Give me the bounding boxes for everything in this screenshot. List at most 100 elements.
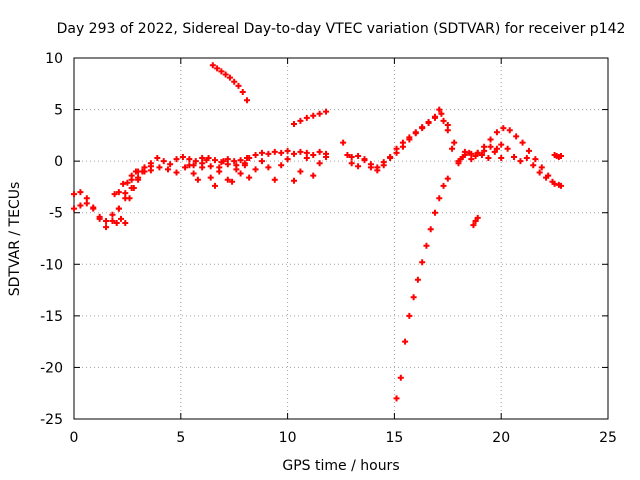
plot-frame (73, 57, 609, 420)
data-point (402, 338, 409, 345)
data-point (237, 157, 244, 164)
data-point (493, 129, 500, 136)
x-tick-label: 10 (279, 430, 297, 446)
data-series (186, 157, 248, 189)
data-point (361, 157, 368, 164)
data-series (470, 214, 481, 229)
data-point (316, 148, 323, 155)
data-point (203, 157, 210, 164)
x-tick-label: 0 (70, 430, 79, 446)
data-point (525, 147, 532, 154)
data-point (252, 151, 259, 158)
data-point (519, 139, 526, 146)
data-point (83, 200, 90, 207)
data-point (425, 119, 432, 126)
data-point (523, 155, 530, 162)
data-point (310, 172, 317, 179)
data-point (419, 259, 426, 266)
data-point (109, 211, 116, 218)
data-point (498, 141, 505, 148)
data-point (122, 190, 129, 197)
data-point (543, 174, 550, 181)
data-point (71, 205, 77, 212)
data-point (511, 154, 518, 161)
data-point (459, 154, 466, 161)
y-tick-label: 5 (54, 103, 63, 119)
data-point (436, 106, 443, 113)
data-point (406, 136, 413, 143)
data-point (173, 156, 180, 163)
data-point (235, 82, 242, 89)
data-point (199, 164, 206, 171)
data-point (173, 169, 180, 176)
data-point (498, 155, 505, 162)
data-point (164, 166, 171, 173)
y-tick-label: 0 (54, 154, 63, 170)
data-series (291, 108, 330, 128)
data-point (538, 164, 545, 171)
data-point (310, 151, 317, 158)
data-point (438, 110, 445, 117)
data-point (186, 156, 193, 163)
data-point (440, 117, 447, 124)
data-point (220, 158, 227, 165)
data-point (103, 224, 110, 231)
data-point (380, 159, 387, 166)
data-point (278, 162, 285, 169)
data-points (71, 62, 565, 402)
data-point (419, 125, 426, 132)
data-point (224, 161, 231, 168)
data-point (209, 62, 216, 69)
grid-lines (74, 58, 608, 419)
data-point (147, 167, 154, 174)
data-point (109, 217, 116, 224)
data-point (135, 174, 142, 181)
data-point (233, 166, 240, 173)
data-series (551, 151, 565, 161)
y-tick-labels: -25 -20 -15 -10 -5 0 5 10 (40, 51, 63, 428)
data-point (160, 158, 167, 165)
data-point (555, 181, 562, 188)
chart-title: Day 293 of 2022, Sidereal Day-to-day VTE… (57, 21, 626, 37)
data-point (252, 166, 259, 173)
data-point (344, 151, 351, 158)
data-point (303, 114, 310, 121)
data-point (186, 162, 193, 169)
data-point (214, 65, 221, 72)
data-point (500, 125, 507, 132)
data-point (414, 276, 421, 283)
data-point (126, 195, 133, 202)
data-point (192, 158, 199, 165)
data-point (284, 156, 291, 163)
data-series (111, 168, 142, 227)
data-point (122, 220, 129, 227)
data-series (348, 110, 464, 171)
data-point (412, 130, 419, 137)
y-tick-label: -10 (40, 257, 63, 273)
x-axis-label: GPS time / hours (282, 458, 399, 474)
data-point (246, 155, 253, 162)
data-point (297, 117, 304, 124)
data-point (96, 215, 103, 222)
data-point (265, 164, 272, 171)
data-point (239, 89, 246, 96)
data-point (340, 139, 347, 146)
x-tick-label: 5 (176, 430, 185, 446)
data-point (348, 154, 355, 161)
data-point (504, 145, 511, 152)
data-point (348, 160, 355, 167)
data-point (132, 168, 139, 175)
data-point (472, 217, 479, 224)
data-point (128, 172, 135, 179)
data-point (466, 149, 473, 156)
data-point (374, 164, 381, 171)
data-point (355, 163, 362, 170)
data-point (367, 161, 374, 168)
data-point (303, 149, 310, 156)
data-point (323, 108, 330, 115)
x-tick-label: 15 (385, 430, 403, 446)
data-point (470, 222, 477, 229)
data-point (517, 158, 524, 165)
data-point (444, 127, 451, 134)
data-point (399, 143, 406, 150)
